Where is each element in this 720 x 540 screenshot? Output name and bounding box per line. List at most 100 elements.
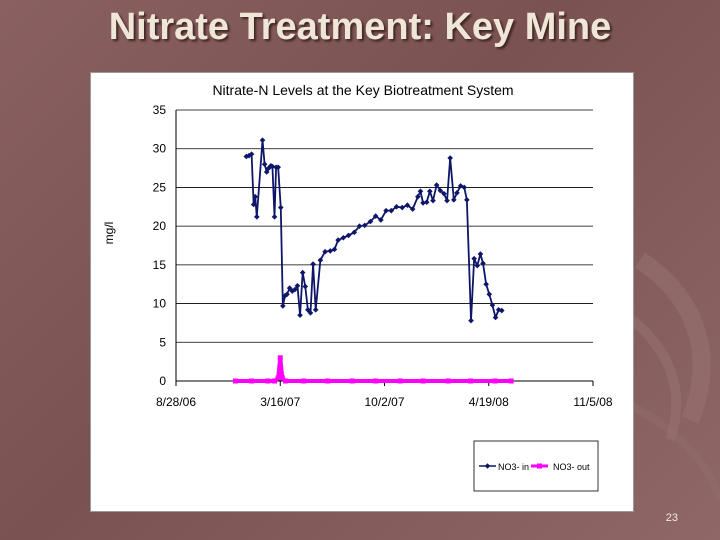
data-point bbox=[404, 202, 411, 209]
data-point bbox=[284, 291, 290, 298]
data-point bbox=[263, 169, 270, 175]
data-point bbox=[445, 378, 451, 384]
data-point bbox=[317, 257, 324, 264]
data-point bbox=[508, 378, 514, 384]
data-point bbox=[282, 293, 288, 299]
x-tick-label: 3/16/07 bbox=[260, 395, 300, 409]
data-point bbox=[486, 291, 493, 298]
data-point bbox=[275, 164, 281, 171]
data-point bbox=[480, 260, 486, 267]
y-tick-label: 5 bbox=[159, 335, 166, 349]
chart-panel: Nitrate-N Levels at the Key Biotreatment… bbox=[90, 72, 634, 512]
data-point bbox=[427, 188, 433, 195]
data-point bbox=[277, 204, 284, 211]
data-point bbox=[282, 378, 288, 384]
data-point bbox=[451, 197, 457, 203]
data-point bbox=[447, 155, 453, 161]
x-tick-label: 8/28/06 bbox=[156, 395, 196, 409]
data-point bbox=[441, 190, 447, 197]
data-point bbox=[383, 207, 389, 214]
y-tick-label: 30 bbox=[153, 142, 167, 156]
data-point bbox=[312, 306, 319, 313]
data-point bbox=[417, 188, 424, 195]
y-tick-label: 15 bbox=[153, 258, 167, 272]
data-point bbox=[292, 286, 298, 293]
legend-swatch-marker bbox=[484, 463, 491, 469]
legend-swatch-marker bbox=[537, 463, 542, 469]
data-point bbox=[335, 237, 341, 243]
data-point bbox=[415, 193, 421, 200]
data-point bbox=[351, 229, 358, 236]
data-point bbox=[433, 182, 440, 188]
data-point bbox=[259, 137, 266, 143]
data-point bbox=[393, 203, 400, 210]
data-point bbox=[468, 378, 474, 384]
chart-title: Nitrate-N Levels at the Key Biotreatment… bbox=[212, 82, 513, 98]
data-point bbox=[492, 378, 498, 384]
legend-label: NO3- in bbox=[498, 462, 529, 472]
data-point bbox=[271, 214, 278, 220]
data-point bbox=[498, 307, 505, 314]
data-point bbox=[249, 378, 255, 384]
data-point bbox=[327, 248, 334, 254]
y-tick-label: 10 bbox=[153, 297, 167, 311]
data-point bbox=[372, 213, 379, 219]
data-point bbox=[420, 378, 426, 384]
x-tick-label: 10/2/07 bbox=[364, 395, 404, 409]
data-point bbox=[322, 248, 328, 255]
data-point bbox=[297, 312, 303, 318]
x-tick-label: 4/19/08 bbox=[469, 395, 509, 409]
data-point bbox=[294, 282, 301, 289]
data-point bbox=[310, 261, 316, 267]
data-point bbox=[277, 355, 283, 361]
data-point bbox=[483, 281, 489, 288]
data-point bbox=[265, 378, 271, 384]
data-point bbox=[489, 302, 496, 308]
data-point bbox=[279, 375, 285, 381]
data-point bbox=[495, 306, 502, 313]
data-point bbox=[246, 152, 252, 159]
y-tick-label: 25 bbox=[153, 180, 167, 194]
data-point bbox=[399, 204, 406, 211]
data-point bbox=[423, 199, 430, 205]
legend-label: NO3- out bbox=[553, 462, 590, 472]
data-point bbox=[307, 310, 314, 316]
data-point bbox=[477, 251, 484, 257]
data-point bbox=[269, 163, 276, 170]
slide-title: Nitrate Treatment: Key Mine bbox=[108, 6, 612, 48]
data-point bbox=[261, 161, 268, 167]
data-point bbox=[299, 269, 306, 276]
y-tick-label: 35 bbox=[153, 103, 167, 117]
data-point bbox=[305, 306, 311, 313]
data-point bbox=[388, 207, 395, 214]
data-point bbox=[331, 246, 338, 253]
data-point bbox=[397, 378, 403, 384]
data-point bbox=[378, 217, 384, 223]
data-point bbox=[349, 378, 355, 384]
data-point bbox=[250, 201, 257, 208]
data-point bbox=[272, 378, 278, 384]
data-point bbox=[302, 283, 309, 290]
data-point bbox=[420, 200, 426, 206]
nitrate-chart: Nitrate-N Levels at the Key Biotreatment… bbox=[102, 82, 613, 492]
data-point bbox=[286, 285, 293, 291]
data-point bbox=[464, 197, 470, 203]
data-point bbox=[232, 378, 238, 384]
data-point bbox=[265, 165, 272, 171]
data-point bbox=[468, 317, 474, 324]
data-point bbox=[373, 378, 379, 384]
data-point bbox=[409, 206, 416, 212]
y-tick-label: 0 bbox=[159, 374, 166, 388]
data-point bbox=[301, 378, 307, 384]
data-point bbox=[471, 255, 477, 262]
data-point bbox=[454, 190, 460, 196]
data-point bbox=[430, 197, 436, 204]
data-point bbox=[253, 214, 260, 220]
y-axis-label: mg/l bbox=[102, 222, 116, 245]
data-point bbox=[340, 234, 347, 241]
data-point bbox=[345, 232, 352, 239]
y-tick-label: 20 bbox=[153, 219, 167, 233]
slide-number: 23 bbox=[665, 512, 678, 524]
data-point bbox=[474, 262, 481, 269]
data-point bbox=[252, 193, 259, 200]
